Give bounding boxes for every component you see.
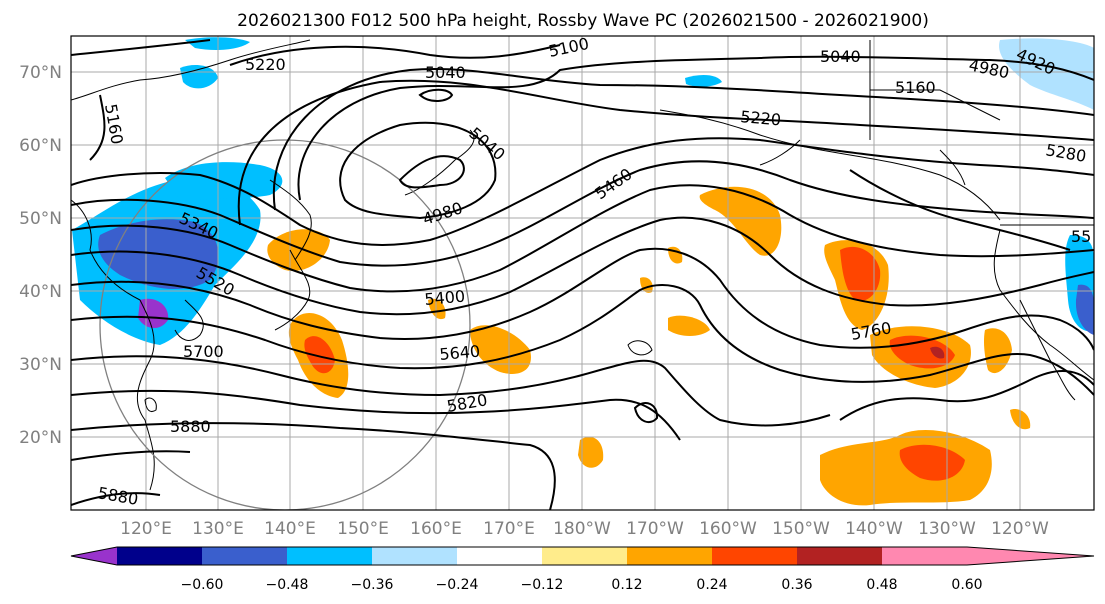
colorbar-tick: 0.12	[611, 577, 642, 593]
map-frame	[70, 35, 1095, 511]
contour-label: 5700	[183, 342, 224, 361]
lat-label: 30°N	[19, 355, 62, 375]
lat-label: 40°N	[19, 282, 62, 302]
contour-label: 5400	[424, 287, 466, 309]
colorbar-segment	[202, 547, 288, 565]
lon-label: 130°E	[192, 519, 244, 539]
lon-label: 160°E	[410, 519, 462, 539]
lon-label: 120°E	[120, 519, 172, 539]
lat-label: 20°N	[19, 428, 62, 448]
colorbar-extend-low	[71, 547, 117, 565]
lon-label: 130°W	[918, 519, 976, 539]
colorbar-segment	[712, 547, 798, 565]
lon-label: 140°W	[845, 519, 903, 539]
colorbar-segment	[797, 547, 883, 565]
colorbar-segment	[287, 547, 373, 565]
contour-label: 5880	[170, 417, 211, 436]
contour-label: 5160	[895, 78, 936, 97]
contour-label: 5040	[820, 47, 861, 66]
positive-anomaly-shading	[267, 186, 1031, 506]
colorbar-outline	[70, 546, 1095, 566]
lon-label: 150°W	[772, 519, 830, 539]
colorbar-segment	[457, 547, 543, 565]
colorbar-tick: −0.48	[266, 577, 309, 593]
contour-label: 5220	[740, 107, 782, 129]
colorbar-segment	[627, 547, 713, 565]
colorbar: −0.60 −0.48 −0.36 −0.24 −0.12 0.12 0.24 …	[70, 546, 1095, 593]
graticule	[71, 36, 1094, 510]
lat-label: 50°N	[19, 209, 62, 229]
reference-circle	[99, 139, 471, 510]
contour-label: 5220	[245, 55, 286, 74]
contour-label: 55	[1071, 227, 1091, 246]
map-title: 2026021300 F012 500 hPa height, Rossby W…	[237, 11, 929, 31]
colorbar-tick: −0.24	[436, 577, 479, 593]
colorbar-tick: 0.36	[781, 577, 812, 593]
colorbar-extend-high	[967, 547, 1094, 565]
coastlines	[71, 39, 1094, 491]
colorbar-tick: −0.36	[351, 577, 394, 593]
lon-label: 120°W	[991, 519, 1049, 539]
colorbar-tick: 0.60	[951, 577, 982, 593]
contour-label: 5040	[425, 63, 466, 82]
lat-label: 60°N	[19, 136, 62, 156]
colorbar-tick: 0.48	[866, 577, 897, 593]
colorbar-segment	[542, 547, 628, 565]
colorbar-segment	[372, 547, 458, 565]
height-contours	[71, 39, 1094, 510]
colorbar-tick: −0.60	[181, 577, 224, 593]
map-area: 5220 5160 5040 5100 5040 4980 4920 5160 …	[71, 36, 1094, 510]
longitude-labels: 120°E 130°E 140°E 150°E 160°E 170°E 180°…	[120, 519, 1049, 539]
colorbar-tick: 0.24	[696, 577, 727, 593]
lon-label: 180°W	[553, 519, 611, 539]
lon-label: 170°W	[626, 519, 684, 539]
lon-label: 160°W	[699, 519, 757, 539]
lon-label: 170°E	[483, 519, 535, 539]
latitude-labels: 70°N 60°N 50°N 40°N 30°N 20°N	[19, 63, 62, 448]
lat-label: 70°N	[19, 63, 62, 83]
contour-label: 5640	[439, 342, 481, 364]
colorbar-segment	[117, 547, 203, 565]
colorbar-tick: −0.12	[521, 577, 564, 593]
lon-label: 150°E	[337, 519, 389, 539]
negative-anomaly-shading	[72, 37, 1094, 345]
lon-label: 140°E	[264, 519, 316, 539]
colorbar-segment	[882, 547, 968, 565]
